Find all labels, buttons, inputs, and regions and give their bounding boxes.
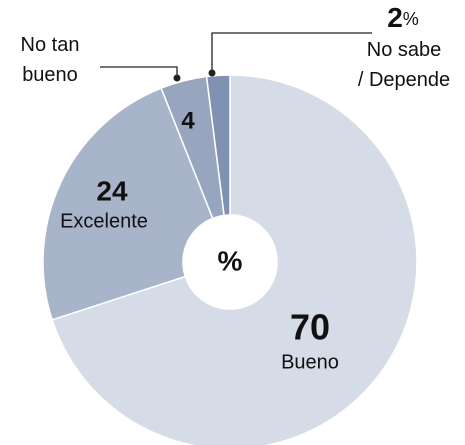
category-label: No sabe / Depende <box>358 39 450 91</box>
slice <box>51 74 418 445</box>
leader-dot <box>173 74 181 82</box>
category-label: Excelente <box>60 210 148 232</box>
slice <box>42 87 214 321</box>
value-label: 24 <box>96 175 128 206</box>
value-label: 4 <box>181 107 195 134</box>
slices <box>42 74 418 445</box>
category-label: Bueno <box>281 351 339 373</box>
value-label: 70 <box>290 307 330 348</box>
value-label: 2% <box>387 2 419 33</box>
leader-dot <box>208 69 216 77</box>
leader-line <box>211 32 372 73</box>
slice <box>205 74 231 217</box>
category-label: No tan bueno <box>21 34 80 86</box>
leader-line <box>100 66 178 78</box>
center-label: % <box>218 245 243 276</box>
